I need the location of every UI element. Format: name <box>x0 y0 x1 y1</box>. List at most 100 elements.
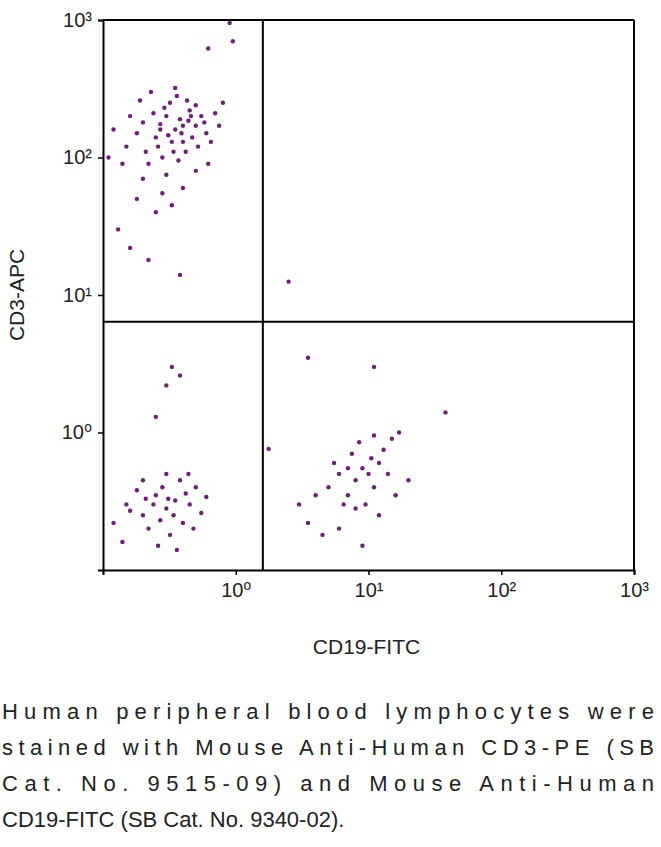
caption: Human peripheral blood lymphocytes were s… <box>2 699 654 832</box>
caption-line: CD19-FITC (SB Cat. No. 9340-02). <box>2 807 344 832</box>
point <box>178 273 182 277</box>
point <box>149 90 153 94</box>
point <box>184 491 188 495</box>
point <box>377 513 381 517</box>
y-axis: 10⁰ 10¹ 10² 10³ <box>62 9 104 571</box>
chart: 10⁰10¹10²10³10⁰10¹10²10³CD19-FITCCD3-APC… <box>0 0 661 847</box>
point <box>194 169 198 173</box>
points <box>106 21 447 552</box>
point <box>124 144 128 148</box>
point <box>186 472 190 476</box>
caption-line: Human peripheral blood lymphocytes were <box>2 699 654 724</box>
point <box>313 493 317 497</box>
point <box>160 155 164 159</box>
point <box>332 461 336 465</box>
caption-line: stained with Mouse Anti-Human CD3-PE (SB <box>2 735 654 760</box>
point <box>353 478 357 482</box>
point <box>135 131 139 135</box>
x-axis-title: CD19-FITC <box>313 635 420 658</box>
y-tick-label: 10⁰ <box>62 421 92 443</box>
point <box>158 127 162 131</box>
point <box>141 120 145 124</box>
point <box>168 533 172 537</box>
point <box>372 485 376 489</box>
x-axis-line <box>104 571 635 576</box>
frame-top <box>103 19 634 21</box>
point <box>146 258 150 262</box>
point <box>128 114 132 118</box>
y-tick-label: 10¹ <box>63 284 92 306</box>
point <box>181 124 185 128</box>
point <box>164 383 168 387</box>
x-axis: 10⁰10¹10²10³ <box>104 570 650 601</box>
point <box>164 506 168 510</box>
point <box>297 502 301 506</box>
point <box>377 461 381 465</box>
x-tick: 10⁰ <box>221 570 251 601</box>
point <box>199 511 203 515</box>
point <box>204 495 208 499</box>
point <box>154 415 158 419</box>
x-tick-mark <box>236 570 238 575</box>
point <box>204 131 208 135</box>
x-tick-label: 10² <box>487 579 516 601</box>
point <box>397 430 401 434</box>
point <box>181 521 185 525</box>
point <box>116 227 120 231</box>
point <box>170 140 174 144</box>
point <box>227 21 231 25</box>
point <box>191 526 195 530</box>
point <box>360 466 364 470</box>
y-tick-mark <box>98 432 103 434</box>
gate-horizontal <box>103 321 634 323</box>
x-tick: 10³ <box>620 570 649 601</box>
caption-line: Cat. No. 9515-09) and Mouse Anti-Human <box>2 771 654 796</box>
point <box>337 526 341 530</box>
quadrant-gates <box>103 20 634 570</box>
y-tick-mark <box>98 157 103 159</box>
point <box>141 478 145 482</box>
point <box>170 365 174 369</box>
y-tick-mark <box>98 20 103 22</box>
point <box>120 540 124 544</box>
point <box>128 508 132 512</box>
point <box>178 373 182 377</box>
point <box>128 246 132 250</box>
point <box>363 502 367 506</box>
point <box>189 114 193 118</box>
point <box>320 533 324 537</box>
point <box>190 135 194 139</box>
point <box>372 433 376 437</box>
point <box>206 46 210 50</box>
point <box>194 103 198 107</box>
point <box>124 502 128 506</box>
point <box>146 526 150 530</box>
point <box>175 548 179 552</box>
y-tick: 10⁰ <box>62 421 103 443</box>
point <box>178 117 182 121</box>
point <box>406 478 410 482</box>
point <box>120 162 124 166</box>
point <box>266 447 270 451</box>
y-axis-line <box>98 21 104 571</box>
point <box>111 521 115 525</box>
point <box>443 410 447 414</box>
point <box>158 122 162 126</box>
y-tick: 10³ <box>63 9 103 31</box>
point <box>196 144 200 148</box>
point <box>341 502 345 506</box>
x-tick: 10² <box>487 570 516 601</box>
point <box>173 127 177 131</box>
point <box>166 133 170 137</box>
point <box>350 452 354 456</box>
point <box>194 124 198 128</box>
y-tick: 10² <box>63 146 103 168</box>
point <box>141 513 145 517</box>
point <box>202 120 206 124</box>
point <box>199 114 203 118</box>
point <box>164 472 168 476</box>
point <box>390 437 394 441</box>
x-tick-label: 10³ <box>620 579 649 601</box>
point <box>160 191 164 195</box>
point <box>135 197 139 201</box>
